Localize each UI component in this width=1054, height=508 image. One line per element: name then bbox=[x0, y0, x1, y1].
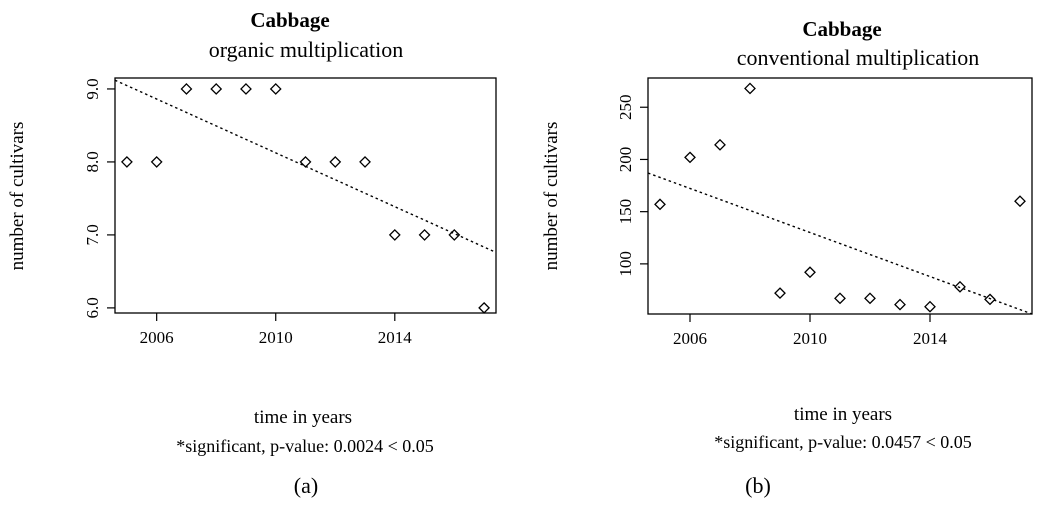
x-tick-label: 2006 bbox=[140, 328, 174, 347]
data-point bbox=[180, 83, 193, 95]
data-point bbox=[1014, 195, 1026, 208]
plot-frame bbox=[114, 77, 497, 314]
significance-note: *significant, p-value: 0.0024 < 0.05 bbox=[176, 436, 434, 456]
data-point bbox=[864, 292, 876, 305]
data-point bbox=[150, 156, 163, 168]
data-point bbox=[210, 83, 223, 95]
chart-subtitle: conventional multiplication bbox=[737, 45, 980, 70]
significance-note: *significant, p-value: 0.0457 < 0.05 bbox=[714, 432, 972, 452]
x-tick-label: 2006 bbox=[673, 329, 707, 348]
data-point bbox=[894, 298, 906, 311]
data-point bbox=[834, 292, 846, 305]
data-point bbox=[240, 83, 252, 95]
data-point bbox=[448, 228, 461, 241]
chart-title: Cabbage bbox=[802, 17, 881, 41]
data-point bbox=[329, 156, 342, 168]
x-tick-label: 2014 bbox=[378, 328, 413, 347]
plot-frame bbox=[647, 77, 1033, 315]
data-point bbox=[418, 228, 431, 241]
chart-organic: Cabbage organic multiplication number of… bbox=[7, 8, 497, 498]
y-tick-label: 200 bbox=[616, 147, 635, 173]
data-point bbox=[478, 301, 491, 314]
data-point bbox=[984, 293, 996, 306]
y-tick-label: 150 bbox=[616, 199, 635, 225]
x-tick-label: 2010 bbox=[259, 328, 293, 347]
data-point bbox=[684, 151, 696, 164]
x-axis-label: time in years bbox=[794, 404, 892, 425]
data-point bbox=[299, 156, 312, 168]
y-axis-label: number of cultivars bbox=[541, 122, 562, 271]
y-tick-label: 8.0 bbox=[83, 151, 102, 172]
data-point bbox=[654, 198, 666, 211]
data-point bbox=[269, 83, 282, 95]
data-point bbox=[120, 156, 133, 168]
x-axis-label: time in years bbox=[254, 407, 352, 428]
y-axis-label: number of cultivars bbox=[7, 122, 28, 271]
x-tick-label: 2014 bbox=[913, 329, 948, 348]
data-point bbox=[359, 156, 371, 168]
data-point bbox=[744, 82, 756, 95]
data-point bbox=[924, 300, 936, 313]
chart-conventional: Cabbage conventional multiplication numb… bbox=[541, 17, 1033, 498]
y-tick-label: 100 bbox=[616, 251, 635, 277]
y-tick-label: 9.0 bbox=[83, 78, 102, 99]
data-point bbox=[954, 280, 966, 293]
data-point bbox=[388, 228, 401, 241]
chart-subtitle: organic multiplication bbox=[209, 37, 404, 62]
y-tick-label: 250 bbox=[616, 94, 635, 120]
data-point bbox=[714, 138, 726, 151]
y-tick-label: 7.0 bbox=[83, 224, 102, 245]
chart-title: Cabbage bbox=[250, 8, 329, 32]
y-tick-label: 6.0 bbox=[83, 297, 102, 318]
x-tick-label: 2010 bbox=[793, 329, 827, 348]
panel-label: (b) bbox=[745, 473, 771, 498]
data-point bbox=[804, 266, 816, 279]
trend-line bbox=[647, 172, 1033, 315]
panel-label: (a) bbox=[294, 473, 318, 498]
data-point bbox=[774, 287, 786, 300]
